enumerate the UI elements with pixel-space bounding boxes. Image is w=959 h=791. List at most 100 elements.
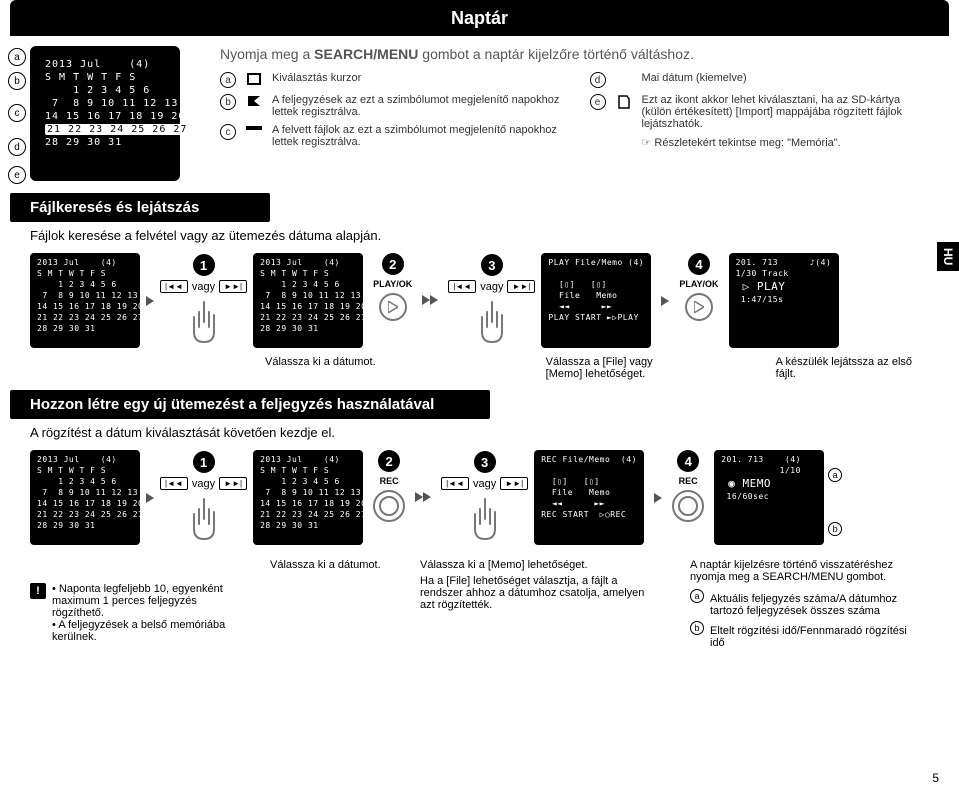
step-num-2: 2: [382, 253, 404, 275]
arrow-icon: [146, 296, 154, 306]
bar-icon: [244, 124, 264, 132]
intro-row: a b c d e 2013 Jul (4) S M T W T F S 1 2…: [0, 36, 959, 187]
calendar-preview: a b c d e 2013 Jul (4) S M T W T F S 1 2…: [30, 46, 200, 181]
rec-button[interactable]: [672, 490, 704, 522]
arrow-icon: [430, 295, 438, 305]
next-button[interactable]: ►►|: [507, 280, 535, 293]
section2-heading: Hozzon létre egy új ütemezést a feljegyz…: [10, 390, 490, 419]
page-title-bar: Naptár: [10, 0, 949, 36]
s2-step1-lcd: 2013 Jul (4) S M T W T F S 1 2 3 4 5 6 7…: [30, 450, 140, 545]
pointer-c: c: [8, 104, 26, 122]
s2-right-a: Aktuális feljegyzés száma/A dátumhoz tar…: [710, 593, 910, 617]
pointer-b: b: [828, 522, 842, 536]
cursor-icon: [244, 72, 264, 86]
section2-sub: A rögzítést a dátum kiválasztását követő…: [0, 423, 959, 446]
s2-num-2: 2: [378, 450, 400, 472]
sd-icon: [614, 94, 634, 110]
step2: 2 PLAY/OK: [373, 253, 412, 321]
next-button[interactable]: ►►|: [500, 477, 528, 490]
flag-icon: [244, 94, 264, 108]
step4-lcd: 201. 713 ♪(4) 1/30 Track ▷ PLAY 1:47/15s: [729, 253, 839, 348]
legend-left: a Kiválasztás kurzor b A feljegyzések az…: [220, 72, 560, 155]
arrow-icon: [146, 493, 154, 503]
lcd-r5: 28 29 30 31: [42, 136, 168, 149]
play-button[interactable]: [379, 293, 407, 321]
s2-step4: 4 REC: [672, 450, 704, 522]
lcd-r2: 7 8 9 10 11 12 13: [42, 97, 168, 110]
step4: 4 PLAY/OK: [679, 253, 718, 321]
legend-note: ☞ Részletekért tekintse meg: "Memória".: [590, 136, 930, 149]
lcd-header: 2013 Jul (4): [42, 58, 168, 71]
s2-num-3: 3: [474, 451, 496, 473]
s2-step4-lcd: 201. 713 (4) 1/10 ◉ MEMO 16/60sec: [714, 450, 824, 545]
section1-steps: 2013 Jul (4) S M T W T F S 1 2 3 4 5 6 7…: [0, 249, 959, 352]
prev-button[interactable]: |◄◄: [441, 477, 469, 490]
arrow-icon: [661, 296, 669, 306]
caption-3: Válassza a [File] vagy [Memo] lehetősége…: [546, 356, 686, 380]
s2-num-4: 4: [677, 450, 699, 472]
step-num-4: 4: [688, 253, 710, 275]
s2-num-1: 1: [193, 451, 215, 473]
s2-caption-3: Válassza ki a [Memo] lehetőséget.: [420, 559, 660, 571]
rec-button[interactable]: [373, 490, 405, 522]
page-title: Naptár: [451, 8, 508, 29]
next-button[interactable]: ►►|: [219, 477, 247, 490]
footnote-2: • A feljegyzések a belső memóriába kerül…: [52, 619, 240, 643]
play-button[interactable]: [685, 293, 713, 321]
page-number: 5: [932, 771, 939, 785]
caption-1: Válassza ki a dátumot.: [265, 356, 376, 368]
prev-button[interactable]: |◄◄: [448, 280, 476, 293]
intro-text: Nyomja meg a SEARCH/MENU gombot a naptár…: [220, 46, 929, 181]
pointer-b: b: [690, 621, 704, 635]
prev-button[interactable]: |◄◄: [160, 477, 188, 490]
step3-lcd: PLAY File/Memo (4) [▯] [▯] File Memo ◄◄ …: [541, 253, 651, 348]
s2-step2: 2 REC: [373, 450, 405, 522]
intro-lead: Nyomja meg a SEARCH/MENU gombot a naptár…: [220, 46, 929, 62]
hand-icon: [472, 297, 512, 347]
legend-c: c A felvett fájlok az ezt a szimbólumot …: [220, 124, 560, 148]
step3-group: 3 |◄◄ vagy ►►| PLAY File/Memo (4) [▯] [▯…: [448, 253, 651, 348]
bottom-captions: ! • Naponta legfeljebb 10, egyenként max…: [0, 549, 959, 655]
lcd-days: S M T W T F S: [42, 71, 168, 84]
legend-d: d Mai dátum (kiemelve): [590, 72, 930, 88]
warning-icon: !: [30, 583, 46, 599]
s2-caption-3-note: Ha a [File] lehetőséget választja, a fáj…: [420, 575, 660, 611]
hand-icon: [465, 494, 505, 544]
pointer-d: d: [8, 138, 26, 156]
arrow-icon: [423, 492, 431, 502]
pointer-e: e: [8, 166, 26, 184]
legend-b: b A feljegyzések az ezt a szimbólumot me…: [220, 94, 560, 118]
lcd-r4: 21 22 23 24 25 26 27: [42, 123, 168, 136]
legend-right: d Mai dátum (kiemelve) e Ezt az ikont ak…: [590, 72, 930, 155]
s2-step1b-lcd: 2013 Jul (4) S M T W T F S 1 2 3 4 5 6 7…: [253, 450, 363, 545]
s2-step1-group: 2013 Jul (4) S M T W T F S 1 2 3 4 5 6 7…: [30, 450, 363, 545]
lcd-r1: 1 2 3 4 5 6: [42, 84, 168, 97]
legend-a: a Kiválasztás kurzor: [220, 72, 560, 88]
legend-e: e Ezt az ikont akkor lehet kiválasztani,…: [590, 94, 930, 130]
arrow-icon: [415, 492, 423, 502]
step1-group: 2013 Jul (4) S M T W T F S 1 2 3 4 5 6 7…: [30, 253, 363, 348]
section2-steps: 2013 Jul (4) S M T W T F S 1 2 3 4 5 6 7…: [0, 446, 959, 549]
s2-right-b: Eltelt rögzítési idő/Fennmaradó rögzítés…: [710, 625, 910, 649]
hand-icon: [184, 297, 224, 347]
s2-step3-lcd: REC File/Memo (4) [▯] [▯] File Memo ◄◄ ►…: [534, 450, 644, 545]
section1-captions: Válassza ki a dátumot. Válassza a [File]…: [0, 352, 959, 384]
legend: a Kiválasztás kurzor b A feljegyzések az…: [220, 72, 929, 155]
arrow-icon: [654, 493, 662, 503]
lcd-r3: 14 15 16 17 18 19 20: [42, 110, 168, 123]
language-tab: HU: [937, 242, 959, 271]
hand-icon: [184, 494, 224, 544]
nav-buttons: |◄◄ vagy ►►|: [160, 280, 247, 293]
section1-heading: Fájlkeresés és lejátszás: [10, 193, 270, 222]
step-num-1: 1: [193, 254, 215, 276]
s2-step3-group: 3 |◄◄ vagy ►►| REC File/Memo (4) [▯] [▯]…: [441, 450, 644, 545]
step1-lcd: 2013 Jul (4) S M T W T F S 1 2 3 4 5 6 7…: [30, 253, 140, 348]
next-button[interactable]: ►►|: [219, 280, 247, 293]
prev-button[interactable]: |◄◄: [160, 280, 188, 293]
arrow-icon: [422, 295, 430, 305]
s2-right-note: A naptár kijelzésre történő visszatérésh…: [690, 559, 910, 583]
pointer-a: a: [828, 468, 842, 482]
pointer-a: a: [690, 589, 704, 603]
step1b-lcd: 2013 Jul (4) S M T W T F S 1 2 3 4 5 6 7…: [253, 253, 363, 348]
calendar-lcd: 2013 Jul (4) S M T W T F S 1 2 3 4 5 6 7…: [30, 46, 180, 181]
